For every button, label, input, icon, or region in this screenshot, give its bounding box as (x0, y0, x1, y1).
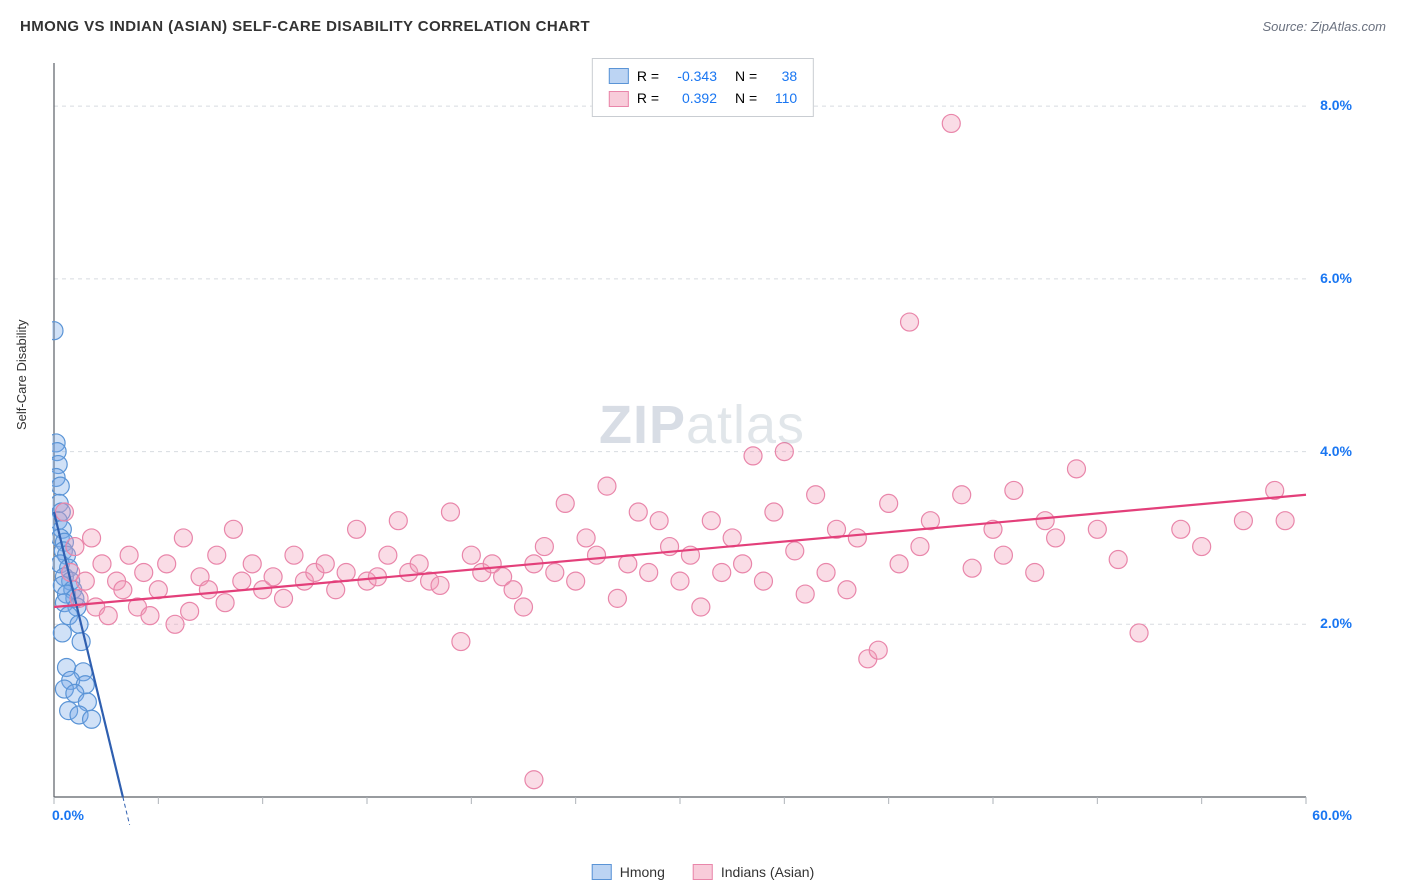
series-swatch (609, 68, 629, 84)
header: HMONG VS INDIAN (ASIAN) SELF-CARE DISABI… (20, 18, 1386, 35)
series-swatch (609, 91, 629, 107)
legend-item: Indians (Asian) (693, 864, 814, 880)
series-swatch (592, 864, 612, 880)
stats-row: R = 0.392 N = 110 (609, 87, 797, 109)
legend-label: Indians (Asian) (721, 864, 814, 880)
x-max-label: 60.0% (1312, 807, 1352, 823)
scatter-chart (52, 55, 1352, 825)
source-credit: Source: ZipAtlas.com (1262, 19, 1386, 34)
chart-title: HMONG VS INDIAN (ASIAN) SELF-CARE DISABI… (20, 18, 590, 35)
y-tick-label: 6.0% (1320, 270, 1352, 286)
r-label: R = (637, 65, 659, 87)
r-value: -0.343 (667, 65, 717, 87)
y-tick-label: 4.0% (1320, 443, 1352, 459)
legend-item: Hmong (592, 864, 665, 880)
n-label: N = (735, 87, 757, 109)
y-tick-label: 8.0% (1320, 97, 1352, 113)
r-label: R = (637, 87, 659, 109)
stats-row: R = -0.343 N = 38 (609, 65, 797, 87)
n-label: N = (735, 65, 757, 87)
r-value: 0.392 (667, 87, 717, 109)
legend-label: Hmong (620, 864, 665, 880)
n-value: 38 (765, 65, 797, 87)
x-min-label: 0.0% (52, 807, 84, 823)
chart-area: ZIPatlas 2.0%4.0%6.0%8.0%0.0%60.0% (52, 55, 1352, 825)
y-axis-label: Self-Care Disability (14, 319, 29, 430)
y-tick-label: 2.0% (1320, 615, 1352, 631)
bottom-legend: Hmong Indians (Asian) (592, 864, 815, 880)
series-swatch (693, 864, 713, 880)
stats-legend-box: R = -0.343 N = 38 R = 0.392 N = 110 (592, 58, 814, 117)
n-value: 110 (765, 87, 797, 109)
